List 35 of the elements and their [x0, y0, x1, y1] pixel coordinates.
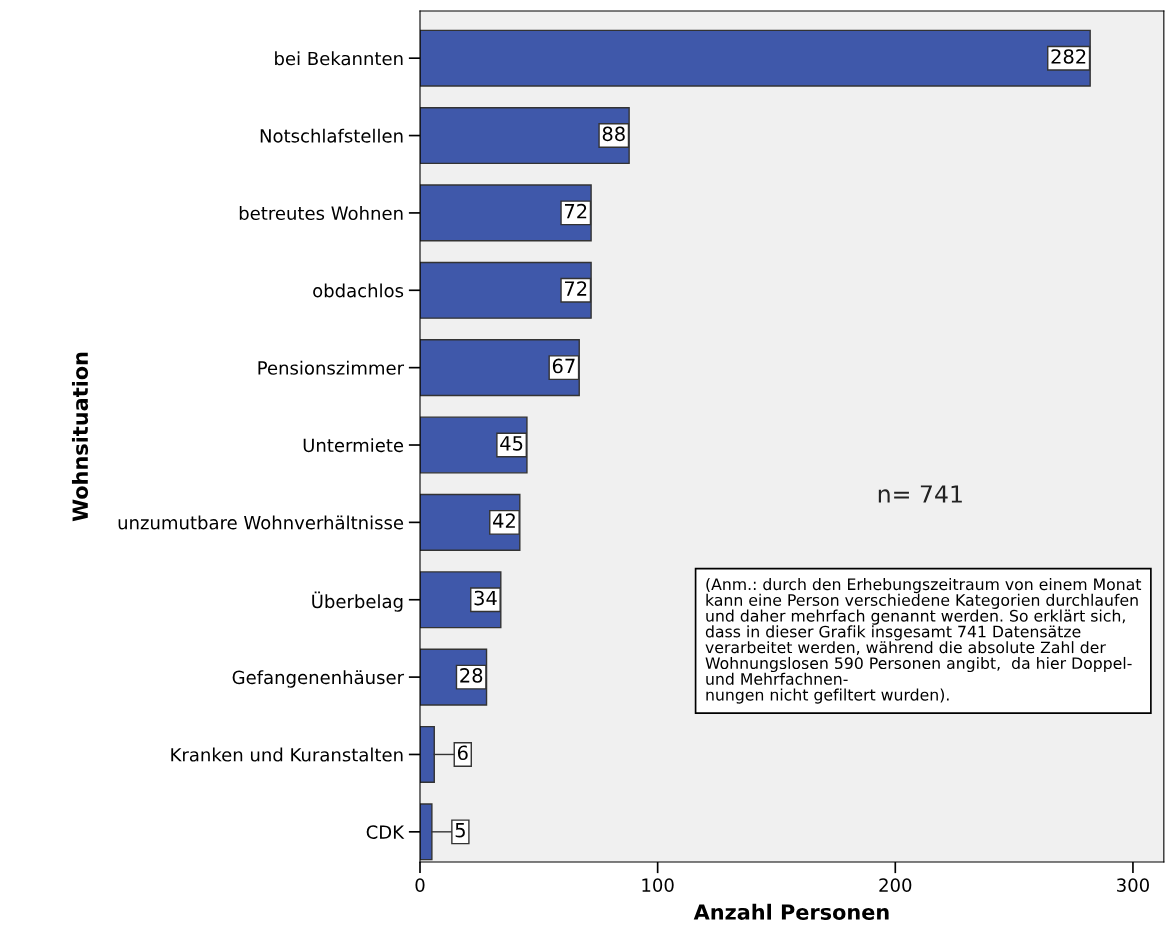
y-tick-label: CDK [366, 825, 405, 839]
x-axis-title: Anzahl Personen [693, 903, 889, 920]
x-tick-label: 100 [642, 878, 674, 892]
bar [420, 29, 1091, 87]
data-label: 34 [474, 590, 497, 606]
data-label: 28 [460, 668, 483, 683]
x-tick-label: 0 [415, 878, 425, 892]
y-tick-label: Gefangenenhäuser [232, 670, 405, 688]
data-label: 72 [564, 203, 587, 219]
y-tick-label: Untermiete [303, 438, 404, 453]
annotation: n= 741 [878, 485, 962, 503]
y-axis-title: Wohnsituation [71, 352, 89, 522]
y-tick-label: Notschlafstellen [260, 128, 403, 143]
y-tick-label: betreutes Wohnen [239, 206, 403, 221]
y-tick-label: Pensionszimmer [258, 360, 405, 375]
bar [420, 261, 592, 319]
bar [420, 339, 580, 397]
data-label: 72 [564, 281, 587, 296]
data-label: 6 [457, 745, 468, 761]
data-label: 282 [1051, 49, 1086, 64]
bar [420, 184, 592, 242]
x-tick-label: 300 [1117, 878, 1149, 892]
data-label: 45 [500, 436, 523, 451]
data-label: 88 [602, 126, 625, 142]
y-tick-label: Kranken und Kuranstalten [171, 747, 403, 762]
annotation: (Anm.: durch den Erhebungszeitraum von einem Monat kann eine Person verschiedene Kategorien durchlaufen und daher mehrfach genannt werden. So erklärt sich, dass in dieser Grafik insgesamt 741 Datensätze verarbeitet werden, während die absolute Zahl der Wohnungslosen 590 Personen angibt, da hier Doppel- und Mehrfachnen- nungen nicht gefiltert wurden). [705, 578, 1142, 704]
y-tick-label: obdachlos [313, 283, 404, 298]
data-label: 5 [455, 823, 465, 838]
x-tick-label: 200 [879, 878, 912, 892]
data-label: 42 [493, 513, 515, 528]
y-tick-label: Überbelag [312, 591, 403, 612]
y-tick-label: bei Bekannten [275, 51, 403, 66]
y-tick-label: unzumutbare Wohnverhältnisse [118, 515, 404, 530]
bar [420, 107, 630, 165]
data-label: 67 [552, 358, 575, 374]
